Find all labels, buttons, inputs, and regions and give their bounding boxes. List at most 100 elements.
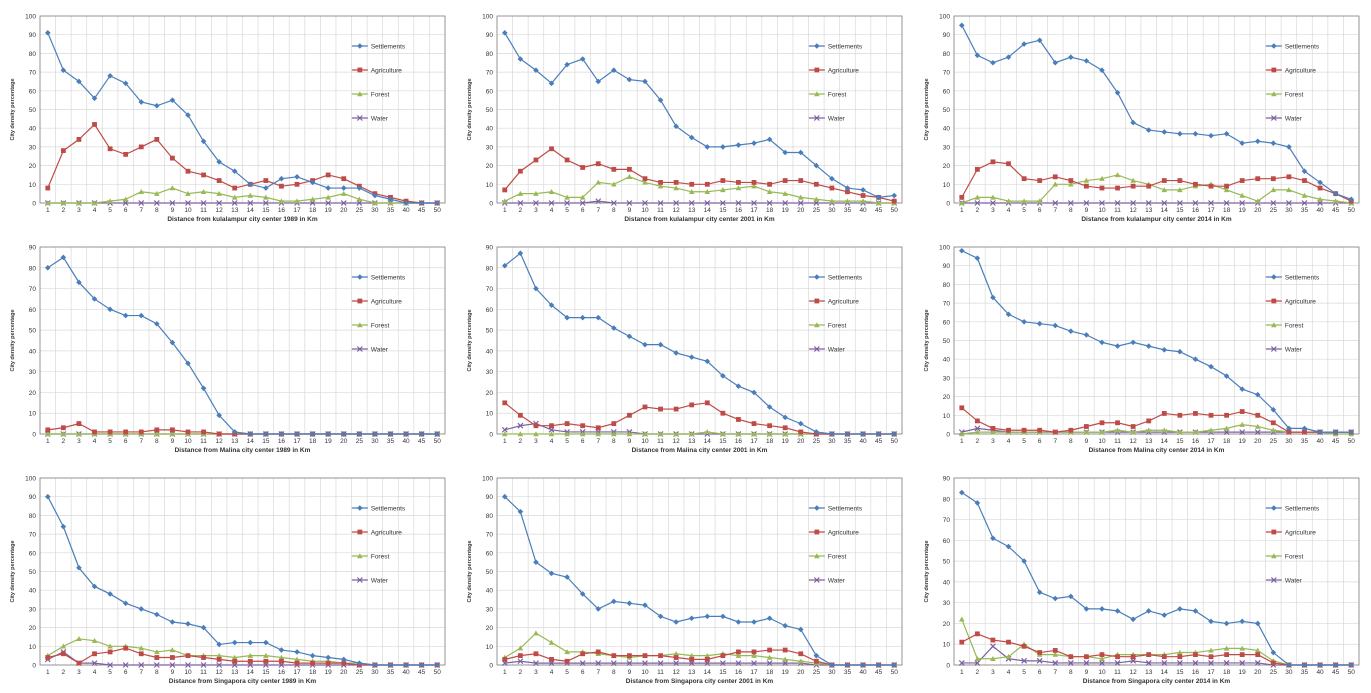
data-point-settlements	[1317, 662, 1323, 668]
data-point-agriculture	[310, 660, 315, 666]
x-tick-label: 1	[960, 669, 964, 676]
data-point-agriculture	[829, 185, 835, 191]
data-point-agriculture	[974, 418, 980, 424]
y-tick-label: 90	[29, 32, 37, 39]
data-point-agriculture	[990, 637, 996, 643]
data-point-forest	[1099, 429, 1105, 435]
data-point-settlements	[1083, 606, 1090, 612]
data-point-water	[501, 426, 508, 433]
data-point-settlements	[403, 200, 409, 206]
x-tick-label: 20	[797, 669, 805, 676]
data-point-water	[107, 662, 114, 668]
data-point-agriculture	[549, 656, 554, 662]
data-point-forest	[1099, 175, 1105, 181]
data-point-forest	[974, 655, 981, 661]
data-point-forest	[1177, 649, 1183, 655]
data-point-forest	[766, 654, 773, 660]
data-point-agriculture	[595, 425, 601, 431]
x-tick-label: 20	[1254, 438, 1262, 445]
y-tick-label: 50	[486, 328, 494, 335]
data-point-agriculture	[767, 423, 772, 429]
y-tick-label: 30	[29, 144, 37, 151]
data-point-water	[1254, 659, 1261, 666]
data-point-settlements	[673, 350, 679, 356]
x-tick-label: 20	[797, 438, 805, 445]
data-point-agriculture	[627, 412, 632, 418]
x-tick-label: 18	[309, 207, 317, 214]
data-point-settlements	[278, 647, 285, 653]
x-tick-label: 10	[1098, 207, 1106, 214]
data-point-forest	[1145, 427, 1152, 433]
data-point-agriculture	[517, 168, 523, 174]
data-point-agriculture	[1068, 654, 1074, 660]
data-point-agriculture	[1302, 178, 1307, 183]
y-tick-label: 70	[29, 70, 37, 77]
data-point-settlements	[1052, 322, 1059, 329]
data-point-settlements	[1068, 328, 1074, 334]
data-point-agriculture	[767, 181, 772, 187]
data-point-agriculture	[959, 194, 965, 200]
x-tick-label: 45	[875, 669, 883, 676]
x-tick-label: 1	[503, 669, 507, 676]
x-tick-label: 1	[503, 207, 507, 214]
data-point-water	[751, 660, 757, 667]
data-point-forest	[844, 198, 851, 204]
data-point-settlements	[829, 175, 835, 182]
data-point-agriculture	[658, 180, 663, 185]
legend-marker-agriculture	[814, 529, 820, 535]
data-point-settlements	[263, 431, 269, 437]
data-point-agriculture	[1239, 409, 1245, 414]
data-point-water	[1239, 200, 1246, 206]
data-point-agriculture	[1270, 176, 1276, 182]
x-tick-label: 19	[1239, 669, 1247, 676]
data-point-agriculture	[736, 649, 741, 655]
data-point-forest	[1270, 187, 1277, 193]
data-point-agriculture	[92, 122, 97, 127]
data-point-agriculture	[517, 653, 523, 659]
x-tick-label: 6	[1038, 669, 1042, 676]
y-tick-label: 70	[486, 286, 494, 293]
x-tick-label: 13	[1145, 669, 1153, 676]
data-point-agriculture	[1193, 652, 1198, 658]
data-point-forest	[1301, 192, 1308, 198]
data-point-forest	[673, 185, 679, 191]
x-tick-label: 7	[596, 207, 600, 214]
data-point-forest	[782, 656, 788, 662]
data-point-settlements	[1192, 608, 1199, 614]
data-point-agriculture	[782, 425, 788, 431]
x-tick-label: 14	[704, 207, 712, 214]
x-tick-label: 25	[356, 207, 364, 214]
data-point-settlements	[1239, 386, 1245, 392]
x-tick-label: 19	[1239, 207, 1247, 214]
y-tick-label: 10	[943, 642, 951, 649]
data-point-water	[153, 662, 160, 668]
data-point-settlements	[1114, 89, 1121, 96]
x-tick-label: 17	[293, 207, 301, 214]
data-point-settlements	[1005, 543, 1012, 550]
data-point-agriculture	[154, 427, 160, 433]
x-tick-label: 4	[550, 438, 554, 445]
x-tick-label: 45	[875, 207, 883, 214]
x-tick-label: 15	[1176, 207, 1184, 214]
data-point-settlements	[1021, 319, 1027, 325]
x-tick-label: 3	[77, 438, 81, 445]
x-tick-label: 4	[1007, 207, 1011, 214]
y-axis-title: City density percentage	[10, 309, 16, 371]
legend-label-settlements: Settlements	[371, 275, 406, 282]
x-tick-label: 12	[1130, 669, 1138, 676]
data-point-agriculture	[185, 168, 191, 174]
x-tick-label: 5	[1022, 438, 1026, 445]
data-point-settlements	[1317, 179, 1323, 186]
data-point-agriculture	[720, 178, 726, 183]
y-tick-label: 20	[943, 163, 951, 170]
y-tick-label: 20	[29, 390, 37, 397]
data-point-agriculture	[751, 180, 757, 185]
data-point-agriculture	[1068, 427, 1074, 433]
plot-area-border	[953, 477, 1360, 666]
data-point-agriculture	[751, 421, 757, 427]
data-point-settlements	[1161, 612, 1168, 618]
y-axis-title: City density percentage	[467, 540, 473, 602]
x-tick-label: 5	[108, 207, 112, 214]
data-point-agriculture	[767, 647, 772, 653]
